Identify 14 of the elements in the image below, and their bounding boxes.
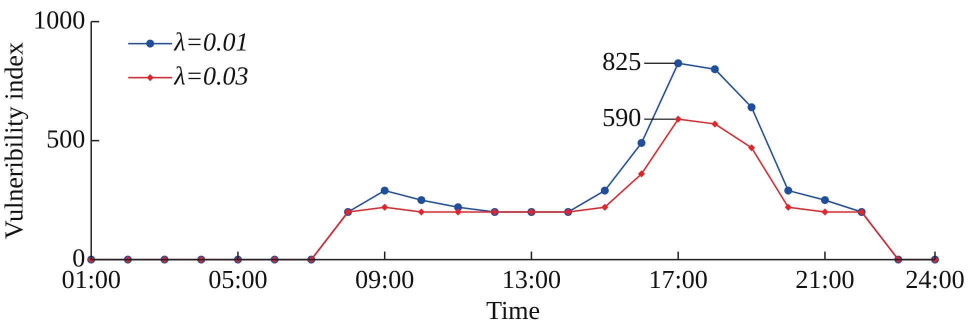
x-tick-label: 21:00 xyxy=(795,265,855,294)
legend-label: λ=0.03 xyxy=(173,61,249,90)
x-tick-label: 13:00 xyxy=(502,265,562,294)
x-tick-label: 05:00 xyxy=(208,265,268,294)
data-label: 590 xyxy=(602,103,642,132)
legend-label: λ=0.01 xyxy=(173,27,249,56)
x-tick-label: 17:00 xyxy=(648,265,708,294)
y-tick-label: 1000 xyxy=(33,5,86,34)
x-axis-title: Time xyxy=(486,296,540,326)
y-axis-title: Vulneribility index xyxy=(0,42,28,240)
y-tick-label: 500 xyxy=(46,124,86,154)
data-label: 825 xyxy=(602,47,642,76)
x-tick-label: 09:00 xyxy=(355,265,414,294)
x-tick-label: 24:00 xyxy=(905,265,965,294)
